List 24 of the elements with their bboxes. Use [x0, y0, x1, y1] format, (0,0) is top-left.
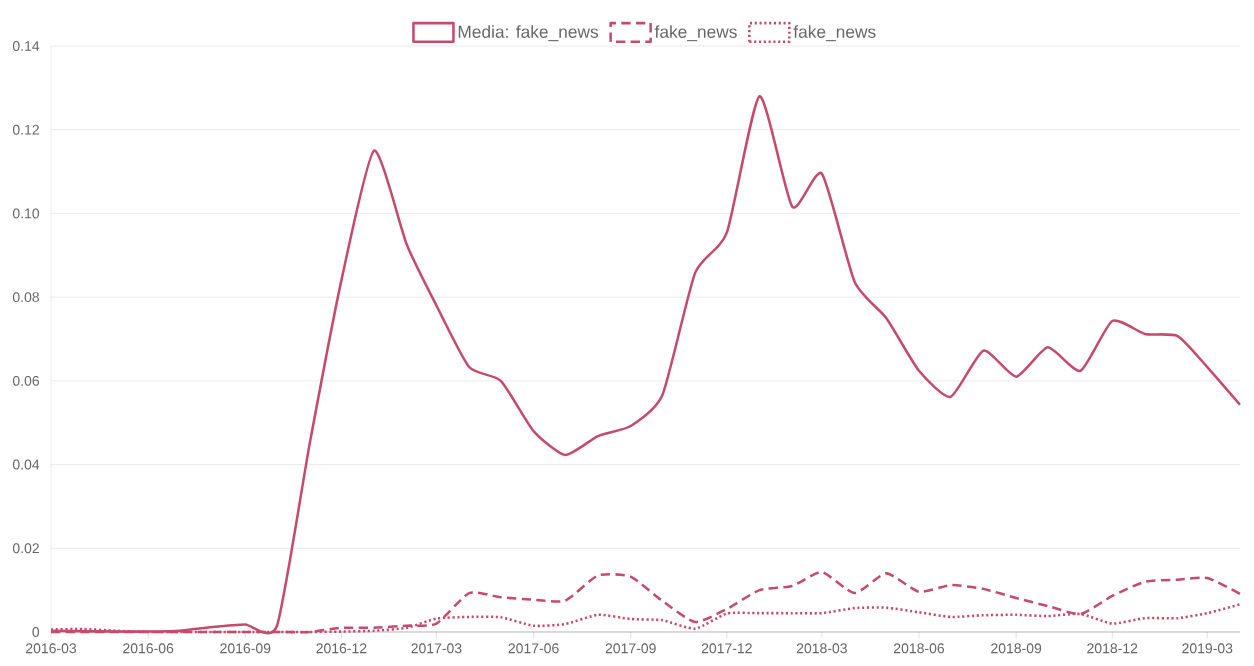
y-tick-label: 0.08: [12, 292, 40, 303]
y-tick-label: 0.12: [12, 124, 39, 135]
x-tick-label: 2018-09: [991, 643, 1042, 654]
y-tick-label: 0.14: [12, 41, 40, 51]
x-tick-label: 2016-06: [123, 643, 174, 654]
x-tick-label: 2019-03: [1182, 643, 1233, 654]
x-tick-label: 2016-09: [220, 643, 271, 654]
x-tick-label: 2017-03: [411, 643, 462, 654]
legend-label: fake_news: [654, 25, 737, 42]
x-tick-label: 2018-12: [1087, 643, 1138, 654]
x-tick-label: 2016-03: [26, 643, 77, 654]
legend-label: Media: fake_news: [458, 25, 599, 42]
y-tick-label: 0.02: [12, 543, 39, 554]
legend-label: fake_news: [793, 25, 876, 42]
y-tick-label: 0: [32, 627, 40, 637]
x-tick-label: 2017-09: [605, 643, 656, 654]
x-tick-label: 2017-06: [508, 643, 559, 654]
y-tick-label: 0.04: [12, 459, 40, 470]
y-tick-label: 0.06: [12, 375, 40, 386]
x-tick-label: 2017-12: [701, 643, 752, 654]
x-tick-label: 2018-06: [894, 643, 945, 654]
x-tick-label: 2016-12: [316, 643, 367, 654]
y-tick-label: 0.10: [12, 208, 40, 219]
x-tick-label: 2018-03: [796, 643, 847, 654]
